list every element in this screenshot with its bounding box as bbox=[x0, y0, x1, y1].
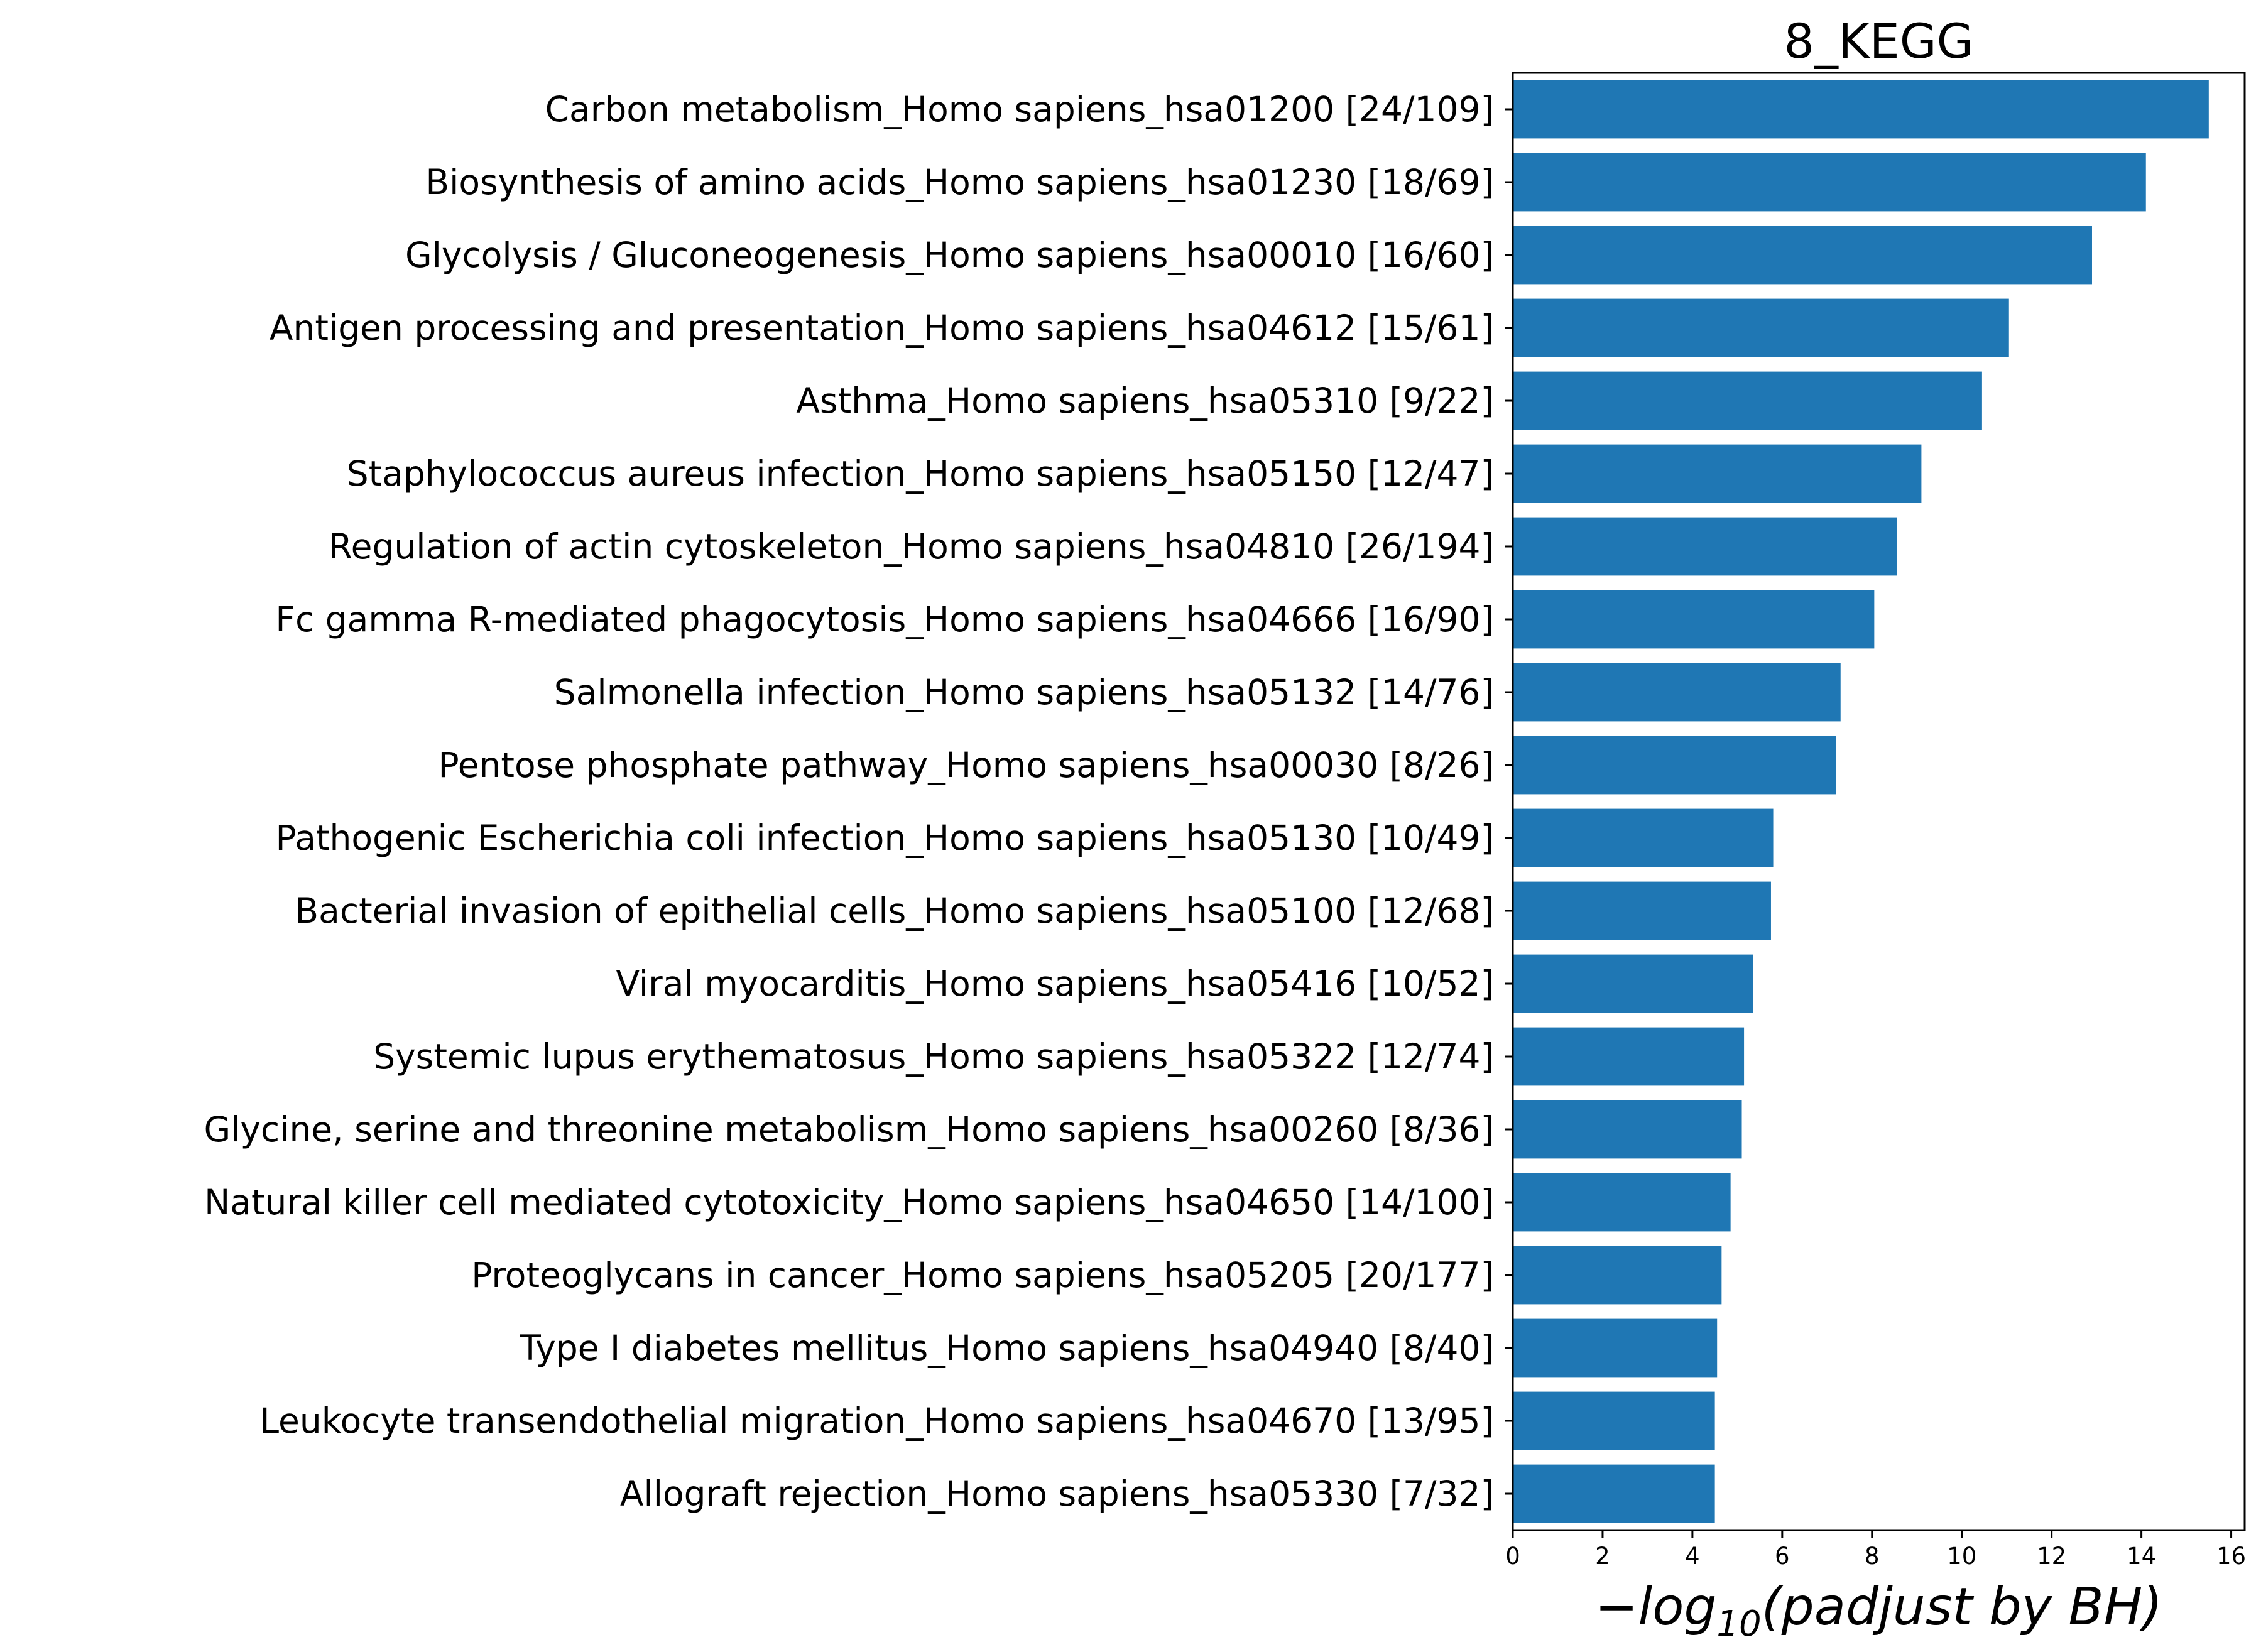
bar bbox=[1513, 808, 1774, 867]
category-label: Pathogenic Escherichia coli infection_Ho… bbox=[276, 818, 1494, 858]
plot-frame bbox=[1512, 72, 2246, 1531]
bar bbox=[1513, 298, 2009, 357]
bar bbox=[1513, 444, 1922, 503]
x-tick-label: 14 bbox=[2127, 1543, 2156, 1570]
bar bbox=[1513, 153, 2146, 212]
bar bbox=[1513, 371, 1982, 430]
bar bbox=[1513, 226, 2092, 285]
category-label: Regulation of actin cytoskeleton_Homo sa… bbox=[329, 526, 1494, 567]
category-label: Antigen processing and presentation_Homo… bbox=[270, 308, 1494, 348]
category-label: Salmonella infection_Homo sapiens_hsa051… bbox=[554, 672, 1494, 712]
x-axis-label: −log10(padjust by BH) bbox=[1595, 1577, 2163, 1644]
x-tick-label: 10 bbox=[1947, 1543, 1976, 1570]
bar bbox=[1513, 881, 1771, 940]
category-label: Proteoglycans in cancer_Homo sapiens_hsa… bbox=[471, 1255, 1494, 1295]
x-axis-label-subscript: 10 bbox=[1716, 1604, 1761, 1644]
bar bbox=[1513, 1027, 1745, 1086]
category-labels: Carbon metabolism_Homo sapiens_hsa01200 … bbox=[204, 89, 1494, 1514]
bar bbox=[1513, 736, 1836, 795]
bar bbox=[1513, 1246, 1722, 1305]
bar bbox=[1513, 517, 1897, 576]
x-axis-label-suffix: (padjust by BH) bbox=[1762, 1577, 2163, 1637]
x-tick-label: 12 bbox=[2037, 1543, 2066, 1570]
bar bbox=[1513, 1173, 1731, 1232]
bar bbox=[1513, 1391, 1715, 1450]
bar bbox=[1513, 590, 1875, 649]
category-label: Asthma_Homo sapiens_hsa05310 [9/22] bbox=[796, 381, 1494, 421]
x-tick-label: 6 bbox=[1775, 1543, 1790, 1570]
bar bbox=[1513, 80, 2209, 139]
bar bbox=[1513, 1318, 1718, 1378]
x-tick-label: 0 bbox=[1505, 1543, 1520, 1570]
category-label: Glycolysis / Gluconeogenesis_Homo sapien… bbox=[405, 235, 1494, 275]
x-axis-label-prefix: −log bbox=[1595, 1577, 1717, 1637]
category-label: Bacterial invasion of epithelial cells_H… bbox=[295, 891, 1494, 931]
category-label: Systemic lupus erythematosus_Homo sapien… bbox=[373, 1036, 1494, 1077]
category-label: Type I diabetes mellitus_Homo sapiens_hs… bbox=[519, 1328, 1494, 1368]
category-label: Biosynthesis of amino acids_Homo sapiens… bbox=[425, 162, 1494, 202]
bar bbox=[1513, 1464, 1715, 1523]
category-label: Fc gamma R-mediated phagocytosis_Homo sa… bbox=[275, 599, 1494, 639]
category-label: Pentose phosphate pathway_Homo sapiens_h… bbox=[438, 745, 1494, 785]
chart-title: 8_KEGG bbox=[1784, 13, 1974, 69]
bar bbox=[1513, 954, 1753, 1013]
bar bbox=[1513, 1100, 1742, 1159]
bars-group bbox=[1513, 80, 2209, 1523]
category-label: Carbon metabolism_Homo sapiens_hsa01200 … bbox=[545, 89, 1494, 129]
x-tick-label: 2 bbox=[1595, 1543, 1610, 1570]
y-tick-marks bbox=[1505, 108, 1513, 1495]
x-tick-label: 8 bbox=[1865, 1543, 1880, 1570]
x-ticks: 0 2 4 6 8 10 12 14 16 bbox=[1505, 1530, 2246, 1570]
x-tick-label: 16 bbox=[2216, 1543, 2246, 1570]
x-tick-label: 4 bbox=[1685, 1543, 1700, 1570]
category-label: Leukocyte transendothelial migration_Hom… bbox=[259, 1401, 1494, 1441]
category-label: Staphylococcus aureus infection_Homo sap… bbox=[347, 454, 1494, 494]
category-label: Allograft rejection_Homo sapiens_hsa0533… bbox=[620, 1474, 1494, 1514]
bar bbox=[1513, 663, 1841, 722]
category-label: Viral myocarditis_Homo sapiens_hsa05416 … bbox=[616, 964, 1494, 1004]
category-label: Natural killer cell mediated cytotoxicit… bbox=[204, 1182, 1494, 1222]
category-label: Glycine, serine and threonine metabolism… bbox=[204, 1109, 1494, 1149]
